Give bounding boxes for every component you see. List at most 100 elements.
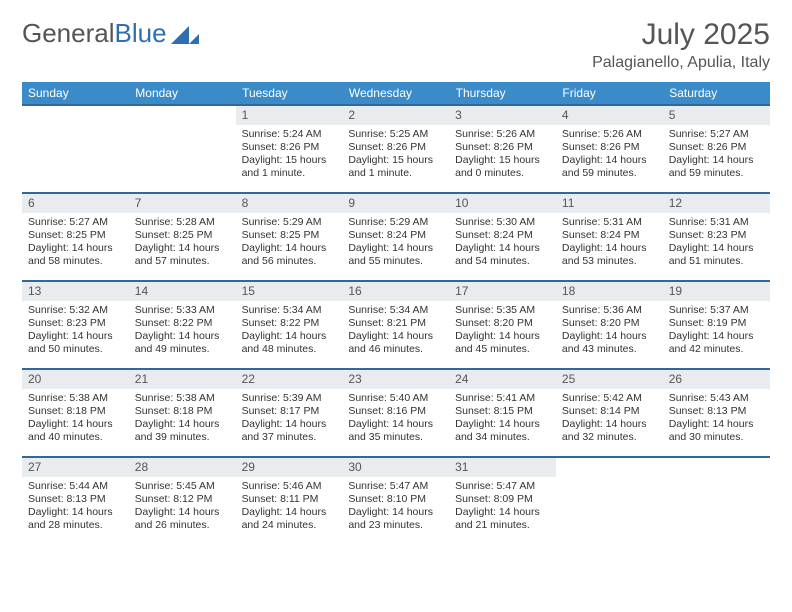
day-number: 19: [663, 282, 770, 301]
day-number: 28: [129, 458, 236, 477]
day-number: 15: [236, 282, 343, 301]
day-content: Sunrise: 5:34 AMSunset: 8:22 PMDaylight:…: [236, 301, 343, 360]
day-number: 31: [449, 458, 556, 477]
month-title: July 2025: [592, 18, 770, 52]
day-number: 16: [342, 282, 449, 301]
day-number: 17: [449, 282, 556, 301]
brand-part2: Blue: [115, 18, 167, 49]
calendar-cell: 24Sunrise: 5:41 AMSunset: 8:15 PMDayligh…: [449, 369, 556, 457]
calendar-table: SundayMondayTuesdayWednesdayThursdayFrid…: [22, 82, 770, 545]
calendar-cell: 8Sunrise: 5:29 AMSunset: 8:25 PMDaylight…: [236, 193, 343, 281]
day-number: 21: [129, 370, 236, 389]
calendar-cell: 4Sunrise: 5:26 AMSunset: 8:26 PMDaylight…: [556, 105, 663, 193]
calendar-row: 6Sunrise: 5:27 AMSunset: 8:25 PMDaylight…: [22, 193, 770, 281]
calendar-cell: 27Sunrise: 5:44 AMSunset: 8:13 PMDayligh…: [22, 457, 129, 545]
calendar-cell: 28Sunrise: 5:45 AMSunset: 8:12 PMDayligh…: [129, 457, 236, 545]
day-content: Sunrise: 5:34 AMSunset: 8:21 PMDaylight:…: [342, 301, 449, 360]
weekday-header: Tuesday: [236, 82, 343, 105]
day-content: Sunrise: 5:47 AMSunset: 8:09 PMDaylight:…: [449, 477, 556, 536]
day-number: 20: [22, 370, 129, 389]
calendar-cell: 14Sunrise: 5:33 AMSunset: 8:22 PMDayligh…: [129, 281, 236, 369]
day-number: 29: [236, 458, 343, 477]
day-number: 2: [342, 106, 449, 125]
day-content: Sunrise: 5:37 AMSunset: 8:19 PMDaylight:…: [663, 301, 770, 360]
day-content: Sunrise: 5:35 AMSunset: 8:20 PMDaylight:…: [449, 301, 556, 360]
day-content: Sunrise: 5:27 AMSunset: 8:25 PMDaylight:…: [22, 213, 129, 272]
calendar-cell: 23Sunrise: 5:40 AMSunset: 8:16 PMDayligh…: [342, 369, 449, 457]
day-content: Sunrise: 5:28 AMSunset: 8:25 PMDaylight:…: [129, 213, 236, 272]
day-number: 26: [663, 370, 770, 389]
day-content: Sunrise: 5:31 AMSunset: 8:23 PMDaylight:…: [663, 213, 770, 272]
day-number: 7: [129, 194, 236, 213]
day-content: Sunrise: 5:24 AMSunset: 8:26 PMDaylight:…: [236, 125, 343, 184]
calendar-cell: 25Sunrise: 5:42 AMSunset: 8:14 PMDayligh…: [556, 369, 663, 457]
day-content: Sunrise: 5:43 AMSunset: 8:13 PMDaylight:…: [663, 389, 770, 448]
location: Palagianello, Apulia, Italy: [592, 54, 770, 72]
day-content: Sunrise: 5:32 AMSunset: 8:23 PMDaylight:…: [22, 301, 129, 360]
day-content: Sunrise: 5:38 AMSunset: 8:18 PMDaylight:…: [22, 389, 129, 448]
weekday-header: Friday: [556, 82, 663, 105]
calendar-cell: 1Sunrise: 5:24 AMSunset: 8:26 PMDaylight…: [236, 105, 343, 193]
calendar-cell: 9Sunrise: 5:29 AMSunset: 8:24 PMDaylight…: [342, 193, 449, 281]
day-number: 27: [22, 458, 129, 477]
day-content: Sunrise: 5:40 AMSunset: 8:16 PMDaylight:…: [342, 389, 449, 448]
day-content: Sunrise: 5:38 AMSunset: 8:18 PMDaylight:…: [129, 389, 236, 448]
calendar-cell: 31Sunrise: 5:47 AMSunset: 8:09 PMDayligh…: [449, 457, 556, 545]
calendar-cell: 2Sunrise: 5:25 AMSunset: 8:26 PMDaylight…: [342, 105, 449, 193]
brand-part1: General: [22, 18, 115, 49]
weekday-header-row: SundayMondayTuesdayWednesdayThursdayFrid…: [22, 82, 770, 105]
day-content: Sunrise: 5:41 AMSunset: 8:15 PMDaylight:…: [449, 389, 556, 448]
calendar-row: 27Sunrise: 5:44 AMSunset: 8:13 PMDayligh…: [22, 457, 770, 545]
day-number: 1: [236, 106, 343, 125]
day-number: 18: [556, 282, 663, 301]
day-content: Sunrise: 5:33 AMSunset: 8:22 PMDaylight:…: [129, 301, 236, 360]
calendar-body: ....1Sunrise: 5:24 AMSunset: 8:26 PMDayl…: [22, 105, 770, 545]
brand-triangle-icon: [171, 24, 199, 44]
day-content: Sunrise: 5:46 AMSunset: 8:11 PMDaylight:…: [236, 477, 343, 536]
day-number: 30: [342, 458, 449, 477]
weekday-header: Thursday: [449, 82, 556, 105]
day-content: Sunrise: 5:27 AMSunset: 8:26 PMDaylight:…: [663, 125, 770, 184]
day-number: 14: [129, 282, 236, 301]
calendar-cell: ..: [663, 457, 770, 545]
day-number: 8: [236, 194, 343, 213]
header: GeneralBlue July 2025 Palagianello, Apul…: [22, 18, 770, 72]
calendar-cell: 5Sunrise: 5:27 AMSunset: 8:26 PMDaylight…: [663, 105, 770, 193]
weekday-header: Saturday: [663, 82, 770, 105]
calendar-cell: 20Sunrise: 5:38 AMSunset: 8:18 PMDayligh…: [22, 369, 129, 457]
calendar-cell: 18Sunrise: 5:36 AMSunset: 8:20 PMDayligh…: [556, 281, 663, 369]
calendar-cell: 13Sunrise: 5:32 AMSunset: 8:23 PMDayligh…: [22, 281, 129, 369]
calendar-cell: ..: [129, 105, 236, 193]
calendar-row: 13Sunrise: 5:32 AMSunset: 8:23 PMDayligh…: [22, 281, 770, 369]
calendar-cell: 22Sunrise: 5:39 AMSunset: 8:17 PMDayligh…: [236, 369, 343, 457]
day-number: 24: [449, 370, 556, 389]
day-number: 6: [22, 194, 129, 213]
calendar-cell: 15Sunrise: 5:34 AMSunset: 8:22 PMDayligh…: [236, 281, 343, 369]
calendar-cell: 30Sunrise: 5:47 AMSunset: 8:10 PMDayligh…: [342, 457, 449, 545]
calendar-cell: 7Sunrise: 5:28 AMSunset: 8:25 PMDaylight…: [129, 193, 236, 281]
day-number: 13: [22, 282, 129, 301]
day-content: Sunrise: 5:30 AMSunset: 8:24 PMDaylight:…: [449, 213, 556, 272]
calendar-cell: 19Sunrise: 5:37 AMSunset: 8:19 PMDayligh…: [663, 281, 770, 369]
day-number: 23: [342, 370, 449, 389]
calendar-cell: 6Sunrise: 5:27 AMSunset: 8:25 PMDaylight…: [22, 193, 129, 281]
calendar-row: 20Sunrise: 5:38 AMSunset: 8:18 PMDayligh…: [22, 369, 770, 457]
brand-logo: GeneralBlue: [22, 18, 199, 49]
day-number: 4: [556, 106, 663, 125]
day-content: Sunrise: 5:39 AMSunset: 8:17 PMDaylight:…: [236, 389, 343, 448]
day-number: 25: [556, 370, 663, 389]
day-content: Sunrise: 5:36 AMSunset: 8:20 PMDaylight:…: [556, 301, 663, 360]
day-content: Sunrise: 5:42 AMSunset: 8:14 PMDaylight:…: [556, 389, 663, 448]
day-number: 11: [556, 194, 663, 213]
day-number: 22: [236, 370, 343, 389]
day-content: Sunrise: 5:26 AMSunset: 8:26 PMDaylight:…: [556, 125, 663, 184]
calendar-cell: 16Sunrise: 5:34 AMSunset: 8:21 PMDayligh…: [342, 281, 449, 369]
day-content: Sunrise: 5:45 AMSunset: 8:12 PMDaylight:…: [129, 477, 236, 536]
day-content: Sunrise: 5:47 AMSunset: 8:10 PMDaylight:…: [342, 477, 449, 536]
weekday-header: Sunday: [22, 82, 129, 105]
calendar-cell: 29Sunrise: 5:46 AMSunset: 8:11 PMDayligh…: [236, 457, 343, 545]
weekday-header: Monday: [129, 82, 236, 105]
calendar-cell: 3Sunrise: 5:26 AMSunset: 8:26 PMDaylight…: [449, 105, 556, 193]
calendar-cell: 11Sunrise: 5:31 AMSunset: 8:24 PMDayligh…: [556, 193, 663, 281]
weekday-header: Wednesday: [342, 82, 449, 105]
